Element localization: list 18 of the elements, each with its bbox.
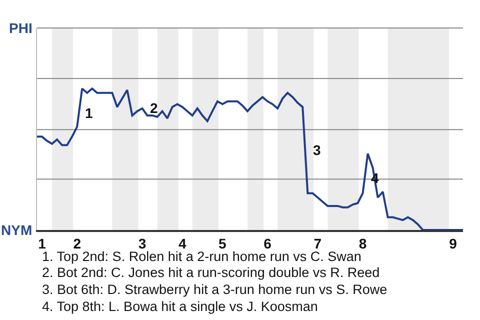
x-tick-label: 6 <box>264 236 272 252</box>
annotation: 3 <box>313 142 321 158</box>
text: 2. Bot 2nd: C. Jones hit a run-scoring double vs R. Reed <box>42 265 380 280</box>
x-tick-label: 7 <box>314 236 322 252</box>
text: 3. Bot 6th: D. Strawberry hit a 3-run home run vs S. Rowe <box>42 282 388 297</box>
text: 1. Top 2nd: S. Rolen hit a 2-run home run vs C. Swan <box>42 249 362 264</box>
x-tick-label: 2 <box>73 236 82 252</box>
x-tick-label: 4 <box>178 236 186 252</box>
x-tick-label: 5 <box>218 236 227 252</box>
text: NYM <box>1 222 32 238</box>
x-tick-label: 1 <box>38 236 46 252</box>
x-tick-label: 8 <box>358 236 367 252</box>
text: 4. Top 8th: L. Bowa hit a single vs J. Koosman <box>42 299 318 314</box>
text: PHI <box>9 20 32 36</box>
annotation: 1 <box>85 105 93 121</box>
x-tick-label: 3 <box>138 236 146 252</box>
annotation: 2 <box>150 100 158 116</box>
x-tick-label: 9 <box>449 236 458 252</box>
